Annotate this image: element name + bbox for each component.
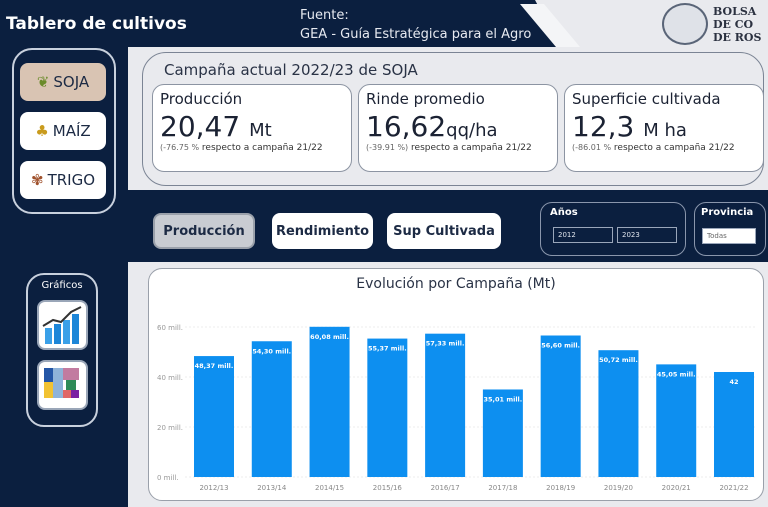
data-label: 56,60 mill.: [541, 342, 580, 350]
province-label: Provincia: [701, 207, 754, 218]
x-tick-label: 2019/20: [604, 484, 633, 492]
x-tick-label: 2012/13: [199, 484, 228, 492]
crop-button-maiz[interactable]: ♣ MAÍZ: [20, 112, 106, 150]
source-label: Fuente:: [300, 8, 349, 23]
bar[interactable]: [656, 364, 697, 477]
crop-button-trigo[interactable]: ✾ TRIGO: [20, 161, 106, 199]
x-tick-label: 2014/15: [315, 484, 344, 492]
charts-label: Gráficos: [41, 280, 83, 291]
corn-icon: ♣: [35, 122, 49, 140]
x-tick-label: 2015/16: [373, 484, 403, 492]
bar[interactable]: [482, 389, 523, 477]
data-label: 54,30 mill.: [252, 347, 291, 355]
x-tick-label: 2013/14: [257, 484, 287, 492]
kpi-card-yield: Rinde promedio 16,62qq/ha (-39.91 %) res…: [358, 84, 558, 172]
logo-text: BOLSA DE CO DE ROS: [713, 5, 762, 44]
data-label: 55,37 mill.: [368, 345, 407, 353]
year-from-input[interactable]: 2012: [553, 227, 613, 243]
source-value: GEA - Guía Estratégica para el Agro: [300, 27, 532, 42]
data-label: 60,08 mill.: [310, 333, 349, 341]
treemap-icon: [44, 368, 79, 398]
years-label: Años: [550, 207, 578, 218]
y-tick-label: 40 mill.: [157, 374, 183, 382]
bar[interactable]: [251, 341, 292, 477]
bar-chart-button[interactable]: [37, 300, 88, 350]
y-tick-label: 20 mill.: [157, 424, 183, 432]
data-label: 35,01 mill.: [484, 395, 523, 403]
app-title: Tablero de cultivos: [6, 14, 187, 34]
data-label: 50,72 mill.: [599, 356, 638, 364]
header-logo-area: [535, 0, 768, 47]
province-filter: [694, 202, 766, 256]
logo-seal-icon: [662, 3, 708, 45]
bar[interactable]: [367, 338, 408, 477]
crop-selector: [12, 48, 116, 214]
kpi-card-area: Superficie cultivada 12,3 M ha (-86.01 %…: [564, 84, 764, 172]
tab-sup-cultivada[interactable]: Sup Cultivada: [387, 213, 501, 249]
data-label: 42: [729, 378, 738, 386]
years-filter: [540, 202, 686, 256]
y-tick-label: 0 mill.: [157, 474, 179, 482]
kpi-card-production: Producción 20,47 Mt (-76.75 % respecto a…: [152, 84, 352, 172]
chart-title: Evolución por Campaña (Mt): [356, 276, 556, 292]
x-tick-label: 2016/17: [431, 484, 460, 492]
tab-rendimiento[interactable]: Rendimiento: [272, 213, 373, 249]
x-tick-label: 2018/19: [546, 484, 575, 492]
province-select[interactable]: Todas: [702, 228, 756, 244]
crop-button-soja[interactable]: ❦ SOJA: [20, 63, 106, 101]
treemap-button[interactable]: [37, 360, 88, 410]
campaign-title: Campaña actual 2022/23 de SOJA: [164, 61, 418, 79]
bar[interactable]: [309, 326, 350, 477]
y-tick-label: 60 mill.: [157, 324, 183, 332]
x-tick-label: 2020/21: [662, 484, 691, 492]
charts-selector: [26, 273, 98, 427]
bar[interactable]: [714, 372, 754, 477]
data-label: 57,33 mill.: [426, 340, 465, 348]
year-to-input[interactable]: 2023: [617, 227, 677, 243]
bar[interactable]: [194, 356, 234, 477]
bar[interactable]: [598, 350, 639, 477]
x-tick-label: 2021/22: [719, 484, 748, 492]
bar[interactable]: [540, 335, 581, 478]
soy-icon: ❦: [36, 73, 50, 91]
x-tick-label: 2017/18: [488, 484, 517, 492]
bar-chart-icon: [42, 306, 82, 344]
bar[interactable]: [425, 333, 466, 477]
wheat-icon: ✾: [30, 171, 44, 189]
tab-produccion[interactable]: Producción: [153, 213, 255, 249]
data-label: 45,05 mill.: [657, 370, 696, 378]
data-label: 48,37 mill.: [195, 362, 234, 370]
